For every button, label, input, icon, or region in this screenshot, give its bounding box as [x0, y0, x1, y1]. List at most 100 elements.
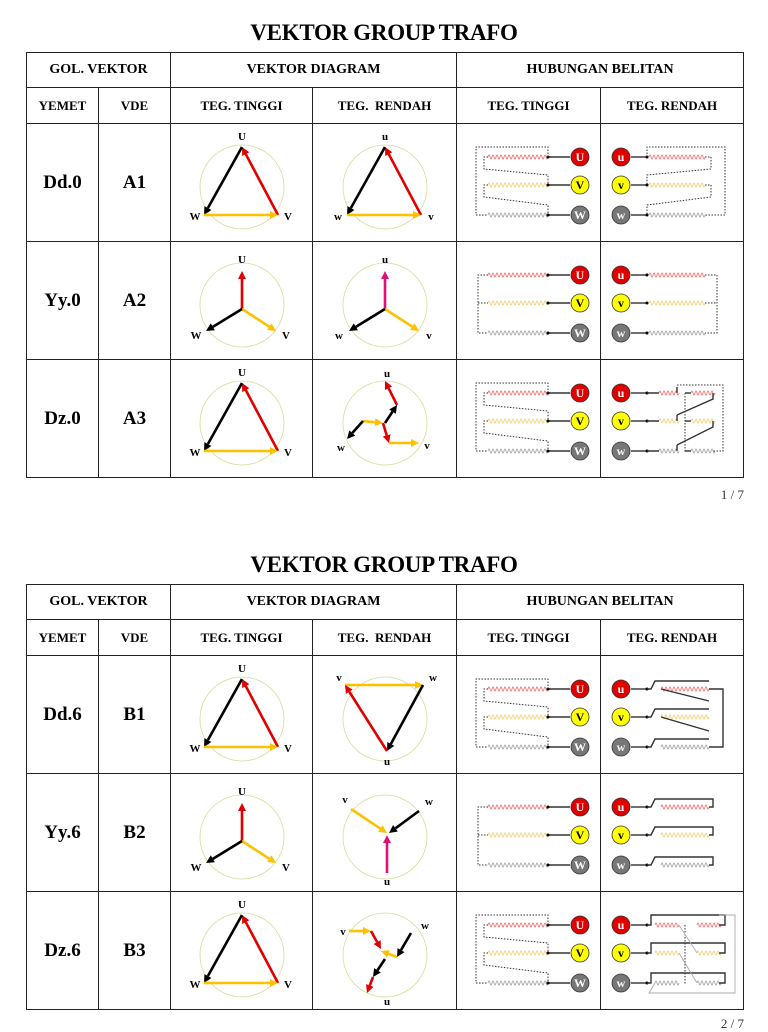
terminal-w-lv[interactable]: w	[611, 855, 631, 874]
label-w: w	[335, 330, 343, 342]
connection-line	[483, 392, 549, 421]
winding-coil	[660, 686, 710, 691]
terminal-v-label: V	[575, 178, 584, 192]
winding-coil	[654, 950, 680, 955]
lv-vector-diagram: u v w	[335, 254, 432, 347]
terminal-u-label: U	[575, 800, 584, 814]
connection-line	[477, 806, 488, 865]
terminal-v-lv-label: v	[618, 828, 624, 842]
hv-winding-diagram: UV W	[475, 914, 589, 992]
connection-line	[647, 941, 726, 954]
terminal-w[interactable]: W	[570, 855, 589, 874]
reference-circle	[342, 676, 427, 761]
terminal-v[interactable]: V	[570, 293, 589, 312]
label-u: u	[381, 131, 387, 143]
lv-vector-diagram: u v w	[337, 368, 430, 465]
vector-arrow	[346, 210, 421, 219]
vector-arrow	[241, 382, 279, 452]
terminal-v-lv[interactable]: v	[611, 293, 631, 312]
terminal-v-lv[interactable]: v	[611, 943, 631, 962]
terminal-u-label: U	[575, 150, 584, 164]
vector-arrow	[237, 802, 246, 841]
terminal-w-lv[interactable]: w	[611, 973, 631, 992]
terminal-u[interactable]: U	[570, 797, 589, 816]
terminal-u-lv[interactable]: u	[611, 915, 631, 934]
terminal-v[interactable]: V	[570, 825, 589, 844]
vector-arrow	[349, 807, 387, 833]
winding-coil	[648, 154, 706, 159]
terminal-w[interactable]: W	[570, 441, 589, 460]
terminal-w-lv[interactable]: w	[611, 205, 631, 224]
winding-coil	[487, 686, 548, 691]
connection-line	[709, 687, 724, 748]
terminal-u[interactable]: U	[570, 265, 589, 284]
terminal-v[interactable]: V	[570, 175, 589, 194]
vector-group-table: GOL. VEKTOR VEKTOR DIAGRAM HUBUNGAN BELITA…	[25, 584, 745, 1010]
terminal-u[interactable]: U	[570, 383, 589, 402]
terminal-u[interactable]: U	[570, 915, 589, 934]
terminal-w-lv[interactable]: w	[611, 737, 631, 756]
vector-arrow	[205, 307, 243, 331]
terminal-v[interactable]: V	[570, 943, 589, 962]
vector-arrow	[203, 145, 243, 215]
terminal-u-lv[interactable]: u	[611, 797, 631, 816]
winding-coil	[690, 418, 716, 423]
vector-arrow	[203, 677, 243, 747]
header-teg-tinggi-diagram: TEG. TINGGI	[170, 619, 314, 656]
terminal-v-lv[interactable]: v	[611, 707, 631, 726]
winding-coil	[660, 862, 710, 867]
terminal-w-lv[interactable]: w	[611, 441, 631, 460]
terminal-u-lv[interactable]: u	[611, 147, 631, 166]
connection-line	[705, 274, 718, 333]
terminal-u-lv[interactable]: u	[611, 679, 631, 698]
terminal-v-lv[interactable]: v	[611, 411, 631, 430]
terminal-w-lv[interactable]: w	[611, 323, 631, 342]
connection-line	[646, 156, 712, 185]
lv-winding-diagram: uv w	[611, 265, 718, 342]
vector-arrow	[369, 929, 381, 949]
header-teg-rendah-belitan: TEG. RENDAH	[600, 87, 745, 124]
terminal-w[interactable]: W	[570, 973, 589, 992]
connection-line	[647, 444, 678, 452]
header-vektor-diagram: VEKTOR DIAGRAM	[170, 584, 458, 620]
hv-vector-diagram: U V W	[189, 367, 292, 465]
vector-arrow	[237, 270, 246, 309]
vector-arrow	[241, 146, 279, 216]
yemet-code: Yy.0	[26, 241, 99, 360]
reference-circle	[199, 262, 284, 347]
header-teg-tinggi-belitan: TEG. TINGGI	[456, 87, 602, 124]
terminal-u[interactable]: U	[570, 679, 589, 698]
winding-coil	[648, 182, 706, 187]
connection-line	[647, 414, 678, 422]
connection-line	[647, 707, 710, 718]
winding-coil	[487, 418, 548, 423]
vector-arrow	[383, 404, 397, 424]
terminal-w[interactable]: W	[570, 737, 589, 756]
connection-line	[483, 924, 549, 953]
connection-line	[646, 184, 712, 215]
hv-winding-diagram: UV W	[475, 678, 589, 756]
lv-winding-diagram: uv w	[611, 797, 714, 874]
terminal-v-lv-label: v	[618, 296, 624, 310]
terminal-v-lv[interactable]: v	[611, 175, 631, 194]
terminal-w[interactable]: W	[570, 323, 589, 342]
terminal-w[interactable]: W	[570, 205, 589, 224]
terminal-v-lv[interactable]: v	[611, 825, 631, 844]
terminal-u-lv[interactable]: u	[611, 265, 631, 284]
winding-coil	[648, 212, 706, 217]
terminal-v[interactable]: V	[570, 411, 589, 430]
terminal-v[interactable]: V	[570, 707, 589, 726]
vde-code: B3	[97, 891, 172, 1010]
page-title: VEKTOR GROUP TRAFO	[250, 20, 518, 45]
hv-vector-diagram: U V W	[189, 131, 292, 229]
terminal-u[interactable]: U	[570, 147, 589, 166]
connection-line	[647, 971, 726, 984]
terminal-u-lv[interactable]: u	[611, 383, 631, 402]
label-v: V	[284, 447, 292, 459]
reference-circle	[342, 912, 427, 997]
lv-winding-diagram: uv w	[611, 913, 736, 993]
label-u: u	[383, 756, 389, 768]
terminal-w-lv-label: w	[617, 976, 626, 990]
